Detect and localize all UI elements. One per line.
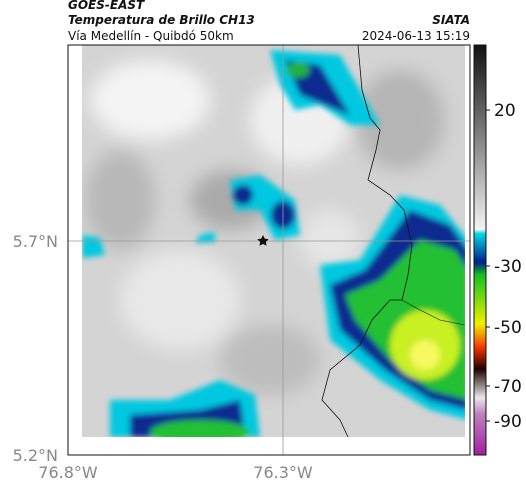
product: Temperatura de Brillo CH13 [68,13,255,27]
colorbar-tick-label: -50 [494,318,522,338]
organization: SIATA [432,13,470,27]
lon-label: 76.3°W [253,463,313,482]
colorbar-tick-label: 20 [494,101,516,121]
colorbar-tick-label: -70 [494,377,522,397]
colorbar: 20 -30 -50 -70 -90 [473,44,522,456]
satellite-image [67,44,471,456]
colorbar-tick-label: -30 [494,257,522,277]
route: Vía Medellín - Quibdó 50km [68,29,234,43]
datetime: 2024-06-13 15:19 [362,29,470,43]
lat-label: 5.2°N [13,446,58,465]
satellite: GOES-EAST [68,0,145,12]
lat-label: 5.7°N [13,232,58,251]
colorbar-tick-label: -90 [494,412,522,432]
lon-label: 76.8°W [38,463,98,482]
